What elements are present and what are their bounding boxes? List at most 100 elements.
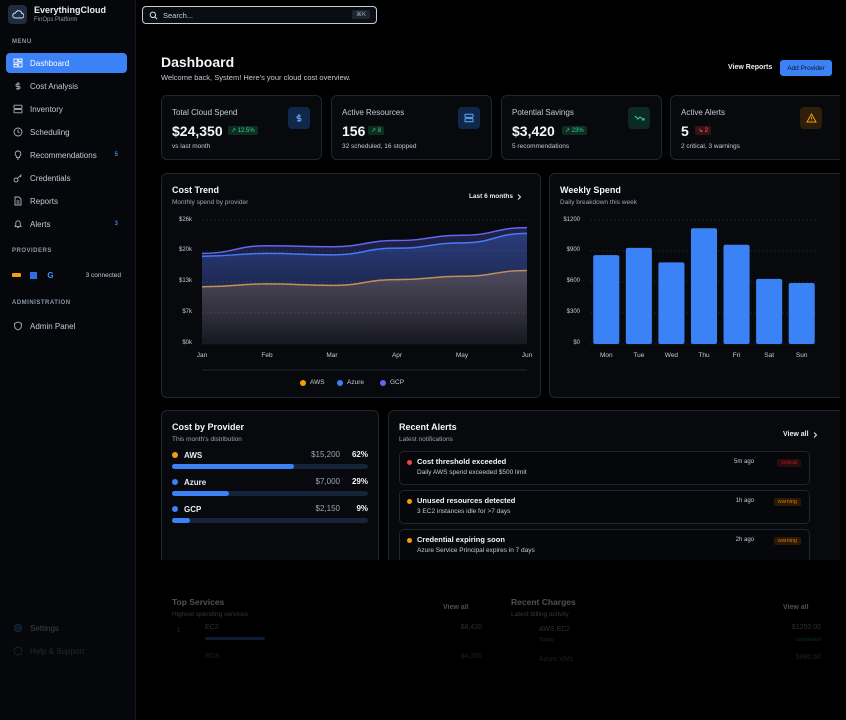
- sidebar-item-cost-analysis[interactable]: Cost Analysis: [6, 76, 127, 96]
- bottom-section: [161, 560, 846, 720]
- bar-sun[interactable]: [788, 283, 815, 344]
- view-reports-button[interactable]: View Reports: [728, 64, 773, 71]
- provider-percent: 62%: [351, 450, 368, 459]
- gear-icon: [13, 623, 23, 633]
- bar-wed[interactable]: [658, 262, 685, 344]
- alert-description: Azure Service Principal expires in 7 day…: [417, 547, 535, 554]
- provider-amount: $7,000: [315, 477, 340, 486]
- service-name: RDS: [205, 653, 220, 660]
- provider-dot: [172, 506, 178, 512]
- sidebar-item-dashboard[interactable]: Dashboard: [6, 53, 127, 73]
- recent-charges-panel: Recent Charges Latest billing activity: [511, 597, 576, 618]
- app-subtitle: FinOps Platform: [34, 17, 78, 23]
- bar-mon[interactable]: [593, 255, 620, 344]
- progress-fill: [172, 464, 294, 469]
- sidebar-item-label: Admin Panel: [30, 321, 76, 331]
- severity-badge: critical: [777, 459, 801, 467]
- sidebar-item-credentials[interactable]: Credentials: [6, 168, 127, 188]
- alert-title: Unused resources detected: [417, 496, 516, 505]
- card-title: Cost by Provider: [172, 422, 245, 432]
- add-provider-button[interactable]: Add Provider: [780, 60, 832, 76]
- card-title: Weekly Spend: [560, 185, 621, 195]
- providers-row[interactable]: G 3 connected: [12, 269, 127, 281]
- x-tick: Mon: [600, 352, 613, 359]
- azure-icon: [29, 271, 38, 279]
- sidebar-item-label: Reports: [30, 196, 59, 206]
- view-all-services-link[interactable]: View all: [443, 604, 469, 611]
- sidebar: EverythingCloud FinOps Platform MENU Das…: [0, 0, 136, 720]
- y-tick: $300: [566, 309, 580, 315]
- provider-name: Azure: [184, 477, 207, 487]
- provider-name: GCP: [184, 504, 202, 514]
- y-tick: $0: [573, 340, 580, 346]
- charge-name: Azure VMs: [539, 656, 574, 663]
- line-gcp: [201, 226, 528, 255]
- sidebar-item-label: Help & Support: [30, 646, 85, 656]
- service-amount: $8,420: [460, 624, 482, 631]
- charge-amount: $1250.00: [791, 624, 821, 631]
- service-amount: $4,350: [460, 653, 482, 660]
- y-tick: $20k: [178, 247, 192, 253]
- sidebar-item-admin-panel[interactable]: Admin Panel: [6, 316, 127, 336]
- provider-row-aws: AWS $15,200 62%: [172, 450, 368, 469]
- alert-description: Daily AWS spend exceeded $500 limit: [417, 469, 527, 476]
- severity-badge: warning: [773, 537, 801, 545]
- legend-gcp: GCP: [380, 379, 404, 386]
- brand[interactable]: EverythingCloud FinOps Platform: [8, 5, 106, 24]
- stat-subtext: 2 critical, 3 warnings: [681, 143, 740, 150]
- stat-card-active-alerts[interactable]: Active Alerts 5 ↘ 2 2 critical, 3 warnin…: [670, 95, 840, 160]
- dollar-icon: [288, 107, 310, 129]
- y-tick: $26k: [178, 217, 192, 223]
- legend-swatch: [337, 379, 343, 386]
- stat-title: Active Resources: [342, 108, 405, 117]
- search-icon: [149, 11, 158, 19]
- provider-dot: [172, 479, 178, 485]
- alert-item[interactable]: Unused resources detected 3 EC2 instance…: [399, 490, 810, 524]
- severity-dot: [407, 538, 412, 543]
- card-title: Top Services: [172, 597, 225, 607]
- card-title: Cost Trend: [172, 185, 220, 195]
- charge-detail: Today: [539, 637, 554, 643]
- sidebar-item-help[interactable]: Help & Support: [6, 641, 127, 661]
- admin-section-label: ADMINISTRATION: [12, 300, 71, 306]
- bar-fri[interactable]: [723, 244, 750, 344]
- view-all-alerts-link[interactable]: View all: [783, 431, 818, 438]
- stat-value: $3,420: [512, 123, 555, 139]
- alert-time: 5m ago: [733, 459, 754, 465]
- page-title: Dashboard: [161, 54, 235, 70]
- cost-trend-chart: Jan Feb Mar Apr May Jun: [197, 219, 533, 371]
- sidebar-item-alerts[interactable]: Alerts 3: [6, 214, 127, 234]
- sidebar-item-scheduling[interactable]: Scheduling: [6, 122, 127, 142]
- sidebar-item-settings[interactable]: Settings: [6, 618, 127, 638]
- sidebar-item-label: Cost Analysis: [30, 81, 79, 91]
- x-tick: Thu: [698, 352, 710, 359]
- range-selector[interactable]: Last 6 months: [469, 193, 522, 200]
- stat-card-potential-savings[interactable]: Potential Savings $3,420 ↗ 23% 5 recomme…: [501, 95, 662, 160]
- x-tick: Feb: [261, 352, 273, 359]
- trend-chip: ↗ 12.5%: [228, 126, 258, 135]
- stat-card-active-resources[interactable]: Active Resources 156 ↗ 8 32 scheduled, 1…: [331, 95, 492, 160]
- x-tick: Fri: [733, 352, 741, 359]
- bar-tue[interactable]: [625, 247, 652, 344]
- legend-swatch: [380, 379, 386, 386]
- search-shortcut: ⌘K: [351, 10, 370, 19]
- providers-count: 3 connected: [85, 271, 121, 279]
- card-subtitle: Latest billing activity: [511, 611, 569, 618]
- progress-track: [172, 491, 368, 496]
- service-name: EC2: [205, 624, 219, 631]
- sidebar-item-recommendations[interactable]: Recommendations 5: [6, 145, 127, 165]
- card-subtitle: Latest notifications: [399, 436, 453, 443]
- search-input[interactable]: Search... ⌘K: [142, 6, 377, 24]
- view-all-charges-link[interactable]: View all: [783, 604, 809, 611]
- bar-thu[interactable]: [690, 228, 718, 344]
- alert-item[interactable]: Credential expiring soon Azure Service P…: [399, 529, 810, 561]
- bar-sat[interactable]: [756, 278, 783, 344]
- provider-percent: 9%: [356, 504, 368, 513]
- stat-card-total-spend[interactable]: Total Cloud Spend $24,350 ↗ 12.5% vs las…: [161, 95, 322, 160]
- alert-item[interactable]: Cost threshold exceeded Daily AWS spend …: [399, 451, 810, 485]
- sidebar-item-inventory[interactable]: Inventory: [6, 99, 127, 119]
- top-services-panel: Top Services Highest spending services: [172, 597, 248, 618]
- x-tick: Mar: [326, 352, 338, 359]
- sidebar-item-reports[interactable]: Reports: [6, 191, 127, 211]
- lightbulb-icon: [14, 150, 22, 160]
